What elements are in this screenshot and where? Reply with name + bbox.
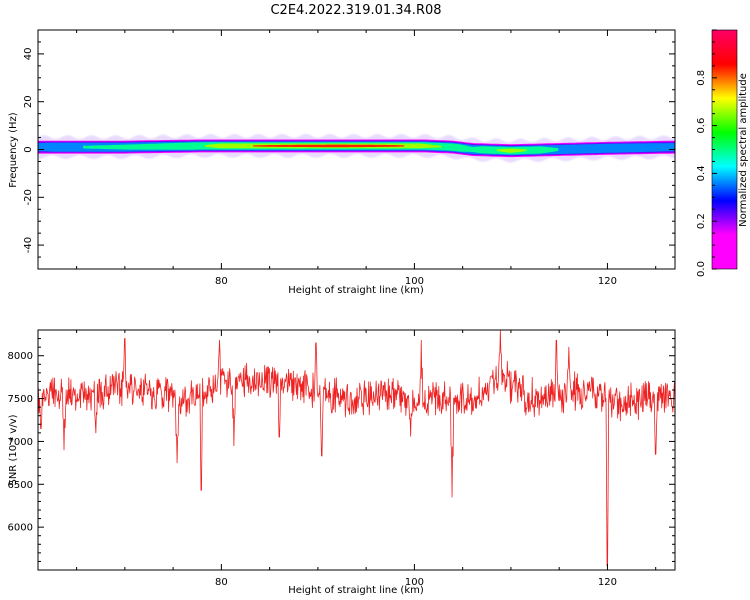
snr-plot-area [38, 330, 675, 570]
y-tick-label: 7500 [8, 394, 33, 405]
colorbar-frame [711, 29, 738, 270]
x-tick-label: 100 [405, 577, 424, 588]
figure-title: C2E4.2022.319.01.34.R08 [270, 3, 441, 18]
y-tick-label: 8000 [8, 351, 33, 362]
snr-panel: 80 100 120 6000 6500 7000 7500 8000 Height of s… [8, 329, 676, 596]
colorbar-scale [712, 30, 737, 269]
colorbar-tick-label: 0.0 [696, 261, 707, 277]
snr-frame [37, 329, 676, 571]
spectrogram-panel: 80 100 120 -40 -20 0 20 40 Height of straight l… [8, 29, 676, 296]
colorbar-tick-label: 0.2 [696, 213, 707, 229]
y-tick-label: 7000 [8, 437, 33, 448]
colorbar: 0.0 0.2 0.4 0.6 0.8 Normalized spectral ampl… [696, 29, 749, 277]
snr-xlabel: Height of straight line (km) [288, 585, 424, 596]
snr-ylabel: SNR (10 * v/v) [8, 414, 19, 485]
x-tick-label: 80 [215, 577, 228, 588]
x-tick-label: 120 [598, 577, 617, 588]
x-tick-label: 80 [215, 276, 228, 287]
colorbar-tick-label: 0.8 [696, 70, 707, 86]
heatmap-level-4 [497, 148, 527, 153]
y-tick-label: 20 [23, 95, 34, 108]
y-tick-label: -40 [23, 237, 34, 253]
heatmap-level-5 [253, 144, 405, 148]
snr-series-line [38, 330, 675, 567]
spectrogram-ylabel: Frequency (Hz) [8, 112, 19, 188]
x-tick-label: 100 [405, 276, 424, 287]
y-tick-label: 40 [23, 48, 34, 61]
colorbar-tick-label: 0.4 [696, 165, 707, 181]
spectrogram-frame [37, 29, 676, 270]
heatmap-band [38, 134, 675, 163]
spectrogram-xlabel: Height of straight line (km) [288, 285, 424, 296]
colorbar-tick-label: 0.6 [696, 118, 707, 134]
y-tick-label: -20 [23, 189, 34, 205]
colorbar-label: Normalized spectral amplitude [738, 73, 749, 227]
y-tick-label: 6000 [8, 523, 33, 534]
x-tick-label: 120 [598, 276, 617, 287]
colorbar-ticks: 0.0 0.2 0.4 0.6 0.8 [696, 29, 738, 277]
y-tick-label: 0 [23, 146, 34, 152]
y-tick-label: 6500 [8, 480, 33, 491]
